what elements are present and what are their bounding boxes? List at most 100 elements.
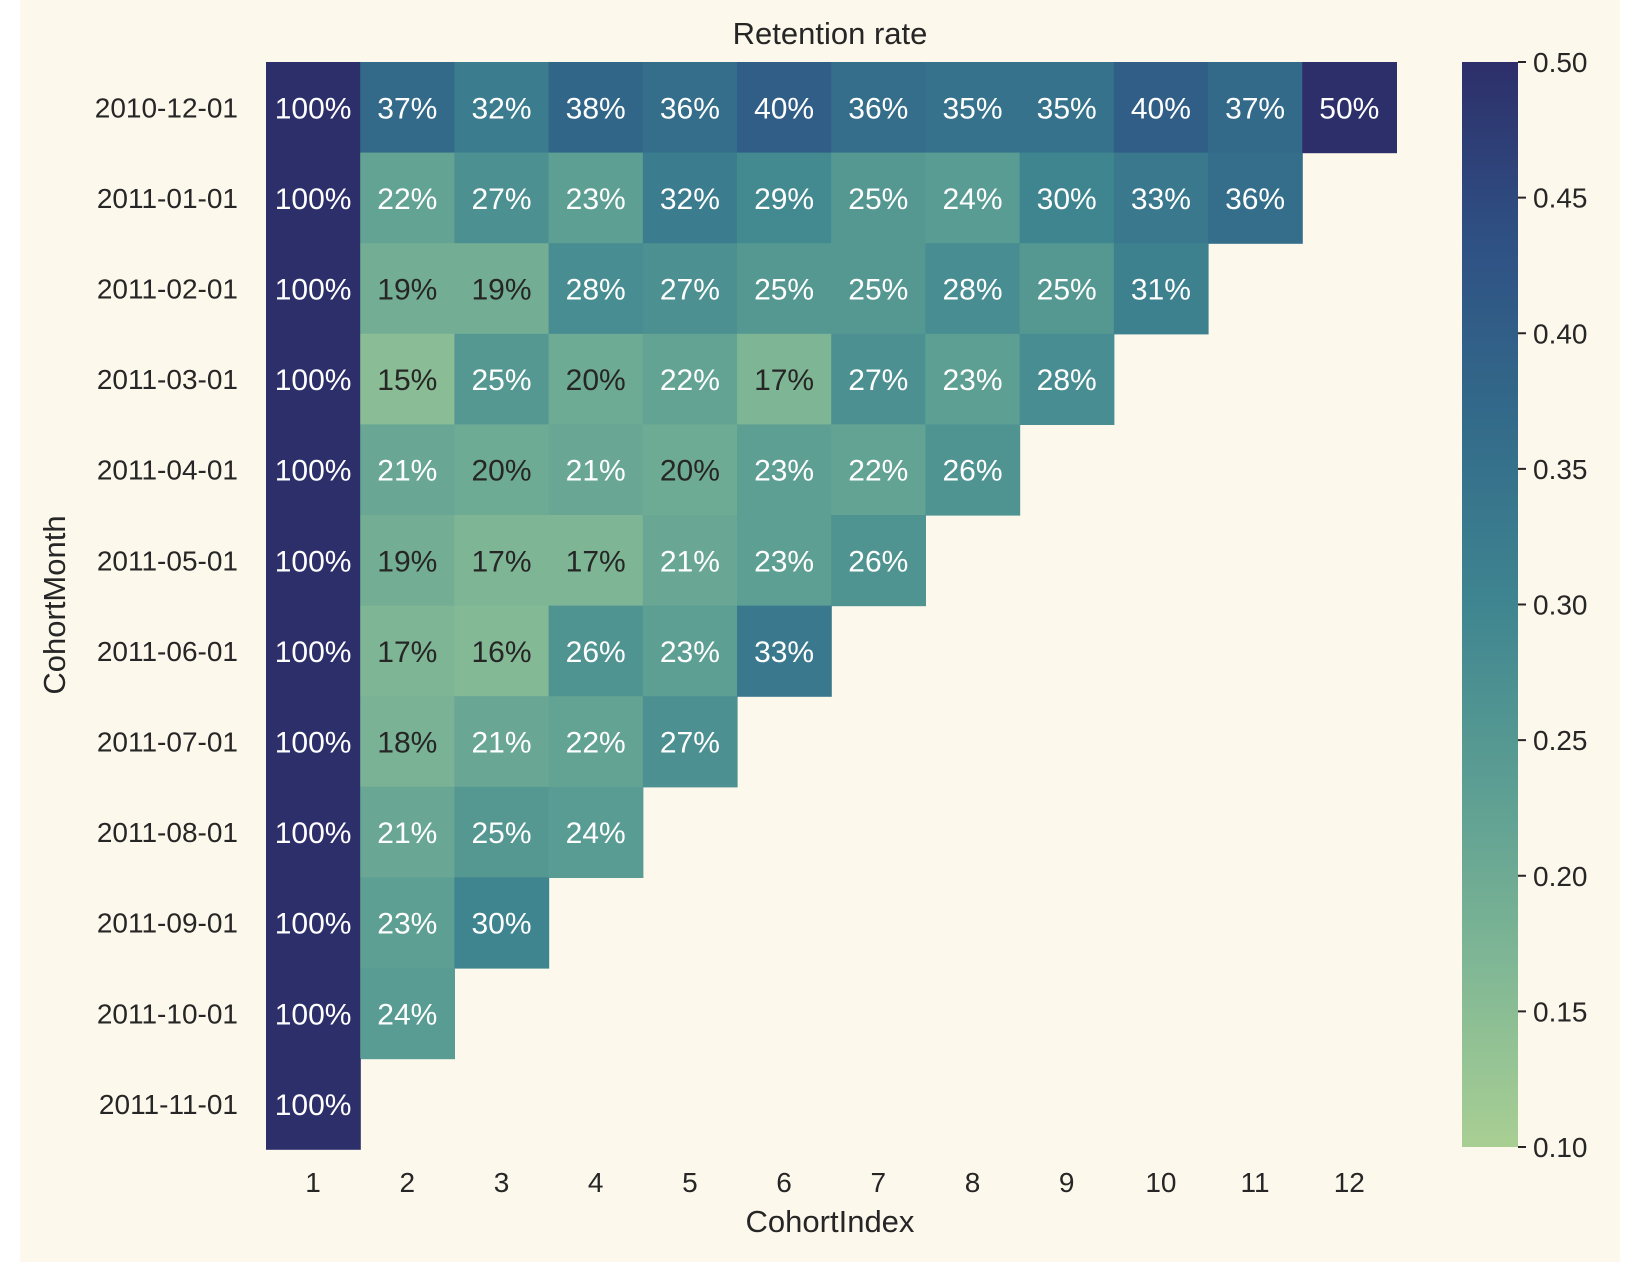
cell-annotation: 26% [566, 636, 626, 669]
heatmap-cell [266, 515, 361, 607]
cell-annotation: 18% [377, 727, 437, 760]
cell-annotation: 31% [1131, 274, 1191, 307]
cell-annotation: 37% [1225, 92, 1285, 125]
heatmap-cell [1208, 152, 1303, 244]
colorbar-tick-label: 0.45 [1533, 183, 1588, 214]
cell-annotation: 23% [660, 636, 720, 669]
cell-annotation: 100% [275, 545, 352, 578]
cell-annotation: 35% [942, 92, 1002, 125]
cell-annotation: 33% [754, 636, 814, 669]
cell-annotation: 23% [754, 455, 814, 488]
heatmap-cell [1019, 243, 1115, 335]
heatmap-cells: 100% 37% 32% 38% 36% 40% 36% 35% 35% 40% 37% 50% 100… [266, 62, 1397, 1150]
heatmap-cell [266, 333, 361, 425]
cell-annotation: 17% [377, 636, 437, 669]
cell-annotation: 26% [942, 455, 1002, 488]
cell-annotation: 20% [566, 364, 626, 397]
cell-annotation: 24% [377, 998, 437, 1031]
y-tick-label: 2011-03-01 [97, 364, 238, 395]
heatmap-cell [548, 786, 644, 878]
heatmap-cell [548, 424, 644, 516]
heatmap-cell [454, 877, 550, 969]
cell-annotation: 32% [660, 183, 720, 216]
cell-annotation: 25% [848, 183, 908, 216]
y-tick-label: 2011-08-01 [97, 817, 238, 848]
heatmap-cell [831, 152, 926, 244]
x-tick-label: 8 [965, 1167, 981, 1198]
cell-annotation: 36% [1225, 183, 1285, 216]
x-tick-label: 5 [682, 1167, 698, 1198]
heatmap-cell [548, 605, 644, 697]
colorbar-tick-label: 0.50 [1533, 47, 1588, 78]
cell-annotation: 100% [275, 908, 352, 941]
heatmap-cell [1113, 62, 1209, 154]
heatmap-cell [642, 243, 738, 335]
heatmap-cell [360, 786, 455, 878]
colorbar [1462, 62, 1518, 1147]
heatmap-cell [360, 333, 455, 425]
y-tick-label: 2011-02-01 [97, 274, 238, 305]
x-tick-label: 7 [871, 1167, 887, 1198]
cell-annotation: 38% [566, 92, 626, 125]
heatmap-cell [642, 605, 738, 697]
heatmap-cell [266, 243, 361, 335]
cell-annotation: 28% [1037, 364, 1097, 397]
heatmap-cell [266, 152, 361, 244]
heatmap-cell [360, 243, 455, 335]
y-axis-label: CohortMonth [37, 515, 72, 694]
heatmap-cell [925, 424, 1021, 516]
colorbar-tick-label: 0.35 [1533, 454, 1588, 485]
heatmap-cell [548, 62, 644, 154]
heatmap-cell [548, 333, 644, 425]
heatmap-cell [1019, 333, 1115, 425]
heatmap-cell [737, 243, 832, 335]
cell-annotation: 26% [848, 545, 908, 578]
cell-annotation: 22% [848, 455, 908, 488]
heatmap-cell [642, 152, 738, 244]
heatmap-cell [360, 152, 455, 244]
heatmap-cell [642, 424, 738, 516]
heatmap-cell [925, 243, 1021, 335]
colorbar-tick-label: 0.40 [1533, 318, 1588, 349]
heatmap-cell [266, 62, 361, 154]
y-tick-label: 2011-04-01 [97, 455, 238, 486]
cell-annotation: 22% [377, 183, 437, 216]
cell-annotation: 30% [471, 908, 531, 941]
cell-annotation: 36% [660, 92, 720, 125]
cell-annotation: 17% [754, 364, 814, 397]
cell-annotation: 100% [275, 364, 352, 397]
x-tick-label: 1 [305, 1167, 321, 1198]
heatmap-cell [925, 62, 1021, 154]
heatmap-cell [360, 515, 455, 607]
cell-annotation: 21% [566, 455, 626, 488]
cell-annotation: 100% [275, 636, 352, 669]
cell-annotation: 40% [1131, 92, 1191, 125]
chart-title: Retention rate [733, 16, 928, 51]
cell-annotation: 23% [942, 364, 1002, 397]
cell-annotation: 20% [471, 455, 531, 488]
cell-annotation: 25% [1037, 274, 1097, 307]
cell-annotation: 100% [275, 455, 352, 488]
cell-annotation: 30% [1037, 183, 1097, 216]
cell-annotation: 100% [275, 998, 352, 1031]
y-tick-label: 2011-01-01 [97, 183, 238, 214]
cell-annotation: 22% [566, 727, 626, 760]
heatmap-cell [831, 62, 926, 154]
x-axis-ticks: 1 2 3 4 5 6 7 8 9 10 11 12 [305, 1167, 1365, 1198]
heatmap-cell [925, 333, 1021, 425]
heatmap-cell [831, 515, 926, 607]
colorbar-tick-label: 0.20 [1533, 861, 1588, 892]
heatmap-cell [831, 243, 926, 335]
y-tick-label: 2011-05-01 [97, 545, 238, 576]
cell-annotation: 32% [471, 92, 531, 125]
cell-annotation: 100% [275, 817, 352, 850]
cell-annotation: 23% [377, 908, 437, 941]
cell-annotation: 33% [1131, 183, 1191, 216]
cell-annotation: 23% [754, 545, 814, 578]
heatmap-cell [266, 786, 361, 878]
heatmap-cell [454, 515, 550, 607]
cell-annotation: 24% [942, 183, 1002, 216]
colorbar-tick-label: 0.30 [1533, 590, 1588, 621]
heatmap-cell [642, 696, 738, 788]
x-tick-label: 12 [1334, 1167, 1365, 1198]
